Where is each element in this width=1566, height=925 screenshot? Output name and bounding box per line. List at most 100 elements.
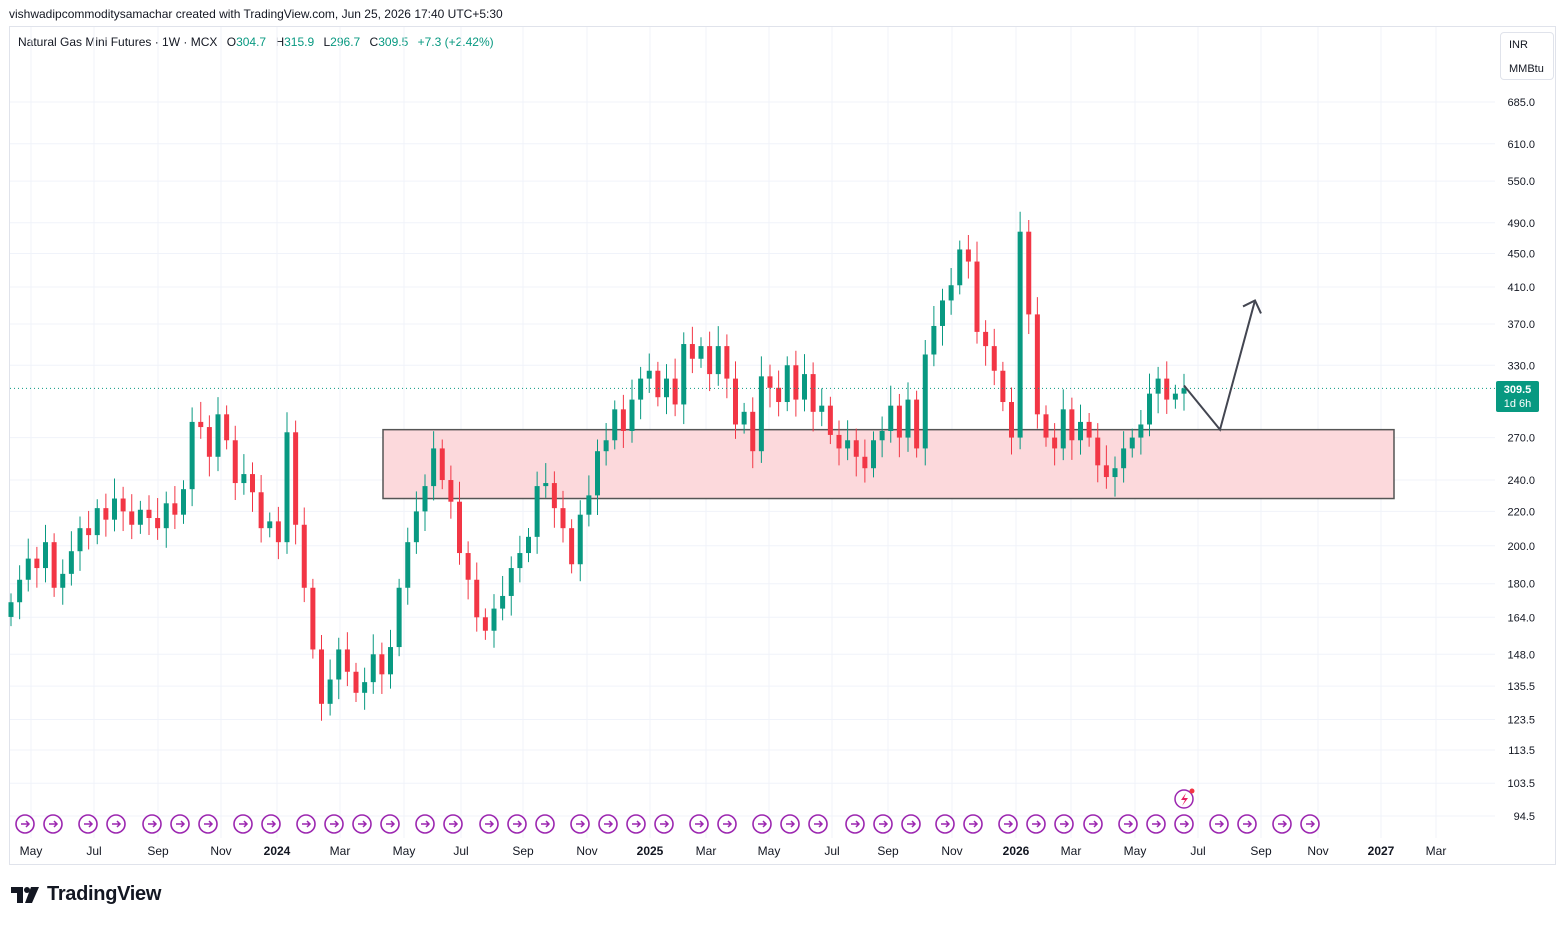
candle-body[interactable] [638,378,644,400]
event-marker-icon[interactable] [507,814,527,834]
candle-body[interactable] [741,411,747,425]
candle-body[interactable] [370,654,376,683]
candle-body[interactable] [1181,388,1187,394]
event-marker-icon[interactable] [998,814,1018,834]
candle-body[interactable] [137,509,143,525]
candle-body[interactable] [1172,393,1178,400]
candle-body[interactable] [1043,414,1049,438]
projection-arrow[interactable] [1183,300,1256,432]
candle-body[interactable] [802,374,807,400]
candle-body[interactable] [198,421,204,428]
candle-body[interactable] [776,387,782,403]
candle-body[interactable] [965,249,971,262]
candle-body[interactable] [827,405,833,435]
tradingview-logo[interactable]: TradingView [11,883,161,906]
candle-body[interactable] [1103,465,1109,478]
event-marker-icon[interactable] [963,814,983,834]
event-marker-icon[interactable] [717,814,737,834]
event-marker-icon[interactable] [689,814,709,834]
candle-body[interactable] [448,480,454,502]
candle-body[interactable] [431,448,437,487]
candle-body[interactable] [362,682,368,693]
candle-body[interactable] [258,492,264,529]
candle-body[interactable] [172,503,178,515]
event-marker-icon[interactable] [78,814,98,834]
candle-body[interactable] [1060,409,1066,449]
candle-body[interactable] [336,649,342,680]
event-marker-icon[interactable] [1272,814,1292,834]
candle-body[interactable] [267,521,273,529]
candle-body[interactable] [388,647,393,675]
candle-body[interactable] [577,514,583,565]
event-marker-icon[interactable] [415,814,435,834]
candle-body[interactable] [983,331,989,347]
candle-body[interactable] [853,440,859,457]
candle-body[interactable] [888,405,894,431]
event-marker-icon[interactable] [1209,814,1229,834]
candle-body[interactable] [86,528,92,536]
candle-body[interactable] [1147,393,1152,425]
candle-body[interactable] [301,524,307,588]
candle-body[interactable] [8,602,14,617]
event-marker-icon[interactable] [570,814,590,834]
candle-body[interactable] [655,370,661,398]
event-marker-icon[interactable] [1083,814,1103,834]
candle-body[interactable] [500,595,506,609]
candle-body[interactable] [922,354,928,449]
candle-body[interactable] [181,489,186,515]
candle-body[interactable] [1017,231,1023,438]
event-marker-icon[interactable] [443,814,463,834]
candle-body[interactable] [724,346,730,379]
candle-body[interactable] [758,376,764,452]
candle-body[interactable] [353,671,359,693]
candle-body[interactable] [620,409,626,431]
candle-body[interactable] [534,486,540,537]
event-marker-icon[interactable] [1300,814,1320,834]
candle-body[interactable] [707,346,713,375]
candle-body[interactable] [836,434,842,449]
event-marker-icon[interactable] [1174,814,1194,834]
event-marker-icon[interactable] [296,814,316,834]
candle-body[interactable] [163,503,169,529]
candle-body[interactable] [1052,437,1058,449]
candle-body[interactable] [551,483,557,509]
candle-body[interactable] [439,448,445,481]
candle-body[interactable] [413,511,419,543]
candle-body[interactable] [1129,437,1135,449]
candle-body[interactable] [508,568,514,596]
candle-body[interactable] [241,474,247,484]
event-marker-icon[interactable] [198,814,218,834]
candle-body[interactable] [206,427,212,457]
candle-body[interactable] [482,617,488,631]
candle-body[interactable] [1155,378,1161,394]
candle-body[interactable] [715,346,721,375]
candle-body[interactable] [474,579,480,618]
candle-body[interactable] [595,451,600,496]
candle-body[interactable] [1086,421,1092,438]
candle-body[interactable] [1000,370,1006,403]
candle-body[interactable] [120,498,126,512]
candle-body[interactable] [94,508,100,536]
candle-body[interactable] [224,414,230,441]
event-marker-icon[interactable] [1118,814,1138,834]
candle-body[interactable] [896,405,902,438]
event-marker-icon[interactable] [780,814,800,834]
candle-body[interactable] [689,344,695,359]
candle-body[interactable] [422,486,428,512]
candle-body[interactable] [793,365,799,400]
candle-body[interactable] [767,376,773,388]
candle-body[interactable] [517,553,523,569]
candle-body[interactable] [991,346,997,371]
candle-body[interactable] [43,542,48,569]
candle-body[interactable] [51,542,57,588]
event-marker-icon[interactable] [901,814,921,834]
event-marker-icon[interactable] [845,814,865,834]
event-marker-icon[interactable] [261,814,281,834]
candle-body[interactable] [215,414,221,457]
candle-body[interactable] [914,399,920,449]
candle-body[interactable] [379,654,385,675]
candle-body[interactable] [1034,314,1040,415]
candle-body[interactable] [569,528,575,565]
candle-body[interactable] [34,558,40,569]
event-marker-icon[interactable] [808,814,828,834]
